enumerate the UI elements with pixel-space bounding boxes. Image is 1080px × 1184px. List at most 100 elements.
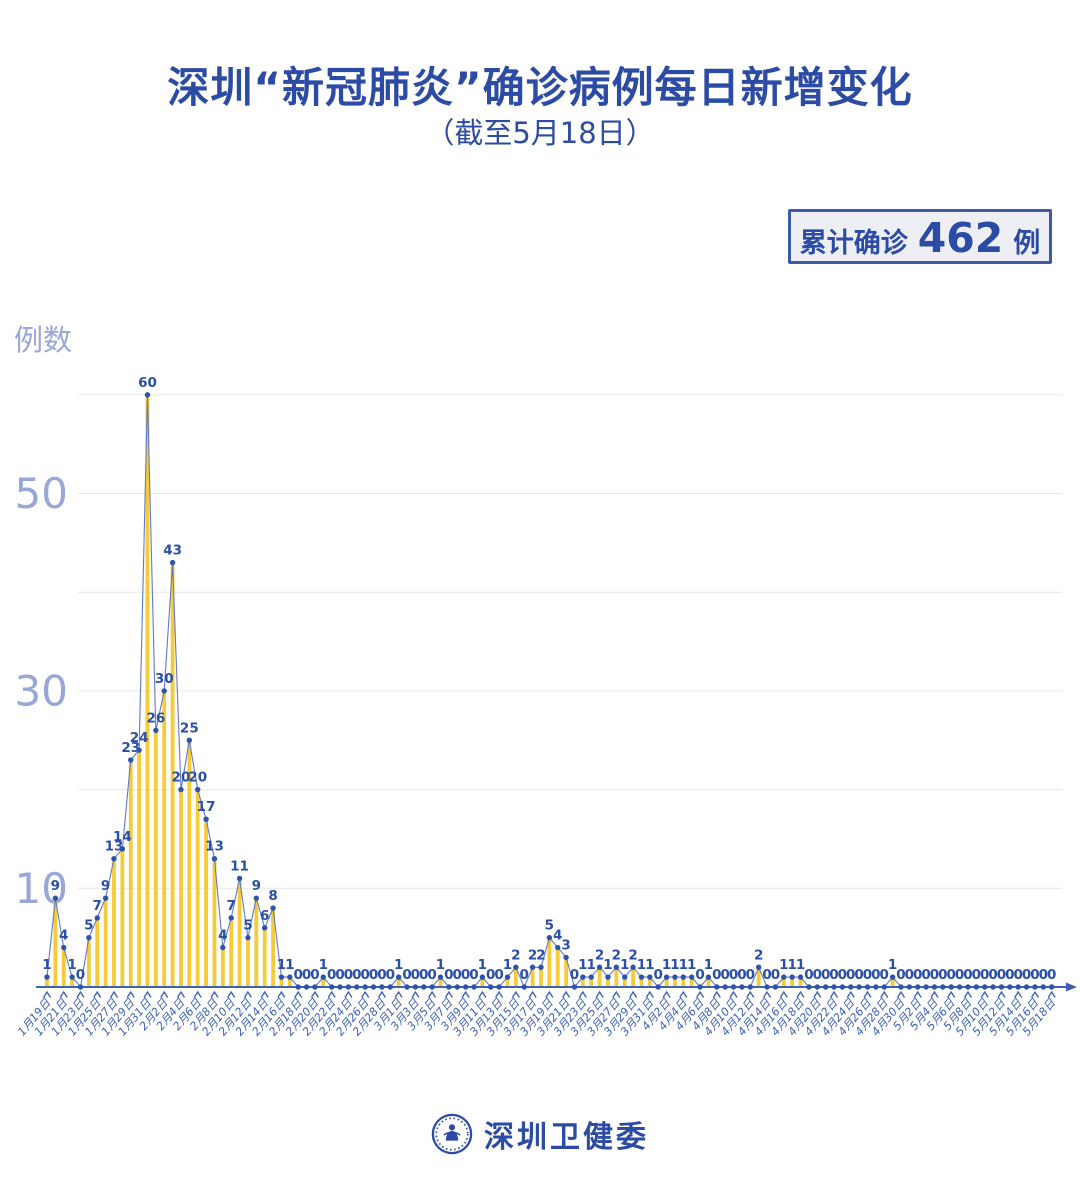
data-point [61,944,67,951]
bar [170,562,175,987]
data-point [538,964,544,970]
x-tick-icon [260,990,269,998]
data-point [303,984,310,990]
value-label: 1 [478,957,487,973]
x-tick-icon [829,990,839,998]
x-tick-icon [277,990,286,998]
data-point [345,984,352,990]
x-tick-icon [980,990,989,998]
value-label: 1 [645,957,654,973]
data-point [755,964,762,970]
data-point [261,925,268,931]
bar [162,690,167,987]
data-point [479,974,486,980]
value-label: 20 [188,770,207,786]
bar [547,937,552,987]
value-label: 0 [712,967,721,983]
value-label: 0 [846,967,855,983]
bar [321,977,326,987]
x-tick-icon [779,990,788,998]
value-label: 0 [1047,967,1056,983]
cumulative-total-badge: 累计确诊 462 例 [788,209,1052,264]
value-label: 9 [101,878,110,894]
data-point [454,984,460,990]
value-label: 0 [997,967,1006,983]
value-label: 2 [628,947,637,963]
bar [271,908,275,987]
data-point [672,974,678,980]
value-label: 5 [545,918,554,934]
data-point [940,984,946,990]
x-tick-icon [746,990,755,998]
data-point [1007,984,1013,990]
value-label: 0 [377,967,386,983]
y-tick-label-10: 10 [15,864,68,913]
data-point [412,984,419,990]
data-point [622,974,628,980]
data-point [471,984,477,990]
value-label: 2 [528,947,537,963]
value-label: 0 [854,967,863,983]
x-tick-icon [478,990,487,998]
data-point [663,974,670,980]
data-point [688,974,695,980]
data-point [680,974,687,980]
x-tick-icon [595,990,604,998]
data-point [772,984,779,990]
x-tick-icon [93,990,102,998]
bar [673,977,677,987]
health-commission-logo-icon [431,1113,473,1155]
x-tick-icon [511,990,520,998]
value-label: 7 [93,898,102,914]
data-point [814,984,820,990]
badge-label: 累计确诊 [799,228,908,259]
data-point [169,559,176,566]
value-label: 0 [905,967,914,983]
data-point [86,934,92,941]
value-label: 6 [260,908,269,924]
data-point [931,984,938,990]
data-point [998,984,1005,990]
x-tick-icon [629,990,638,998]
value-label: 0 [427,967,436,983]
value-label: 0 [469,967,478,983]
y-axis-title: 例数 [14,323,72,357]
data-point [513,964,519,970]
value-label: 3 [561,937,570,953]
value-label: 0 [880,967,889,983]
data-point [437,974,444,980]
x-tick-icon [645,990,654,998]
x-tick-icon [377,990,386,998]
data-point [697,984,703,990]
bar [756,967,761,987]
value-label: 0 [729,967,738,983]
value-label: 0 [746,967,755,983]
value-label: 1 [662,957,671,973]
bar [664,977,669,987]
value-label: 2 [754,947,763,963]
value-label: 0 [520,967,529,983]
value-label: 0 [1030,967,1039,983]
data-point [655,984,661,990]
value-label: 8 [268,888,277,904]
bar [647,977,652,987]
x-tick-icon [963,990,973,998]
value-label: 0 [369,967,378,983]
data-point [730,984,737,990]
value-label: 0 [863,967,872,983]
value-label: 0 [494,967,503,983]
bar [254,898,259,987]
data-point [864,984,871,990]
data-point [144,392,151,398]
value-label: 2 [511,947,520,963]
bar [539,967,543,987]
bar [61,947,66,987]
data-point [555,944,561,951]
data-point [722,984,728,990]
bar [480,977,485,987]
bar [396,977,401,987]
value-label: 0 [411,967,420,983]
value-label: 1 [787,957,796,973]
data-point [354,984,360,990]
y-tick-label-50: 50 [15,469,68,518]
